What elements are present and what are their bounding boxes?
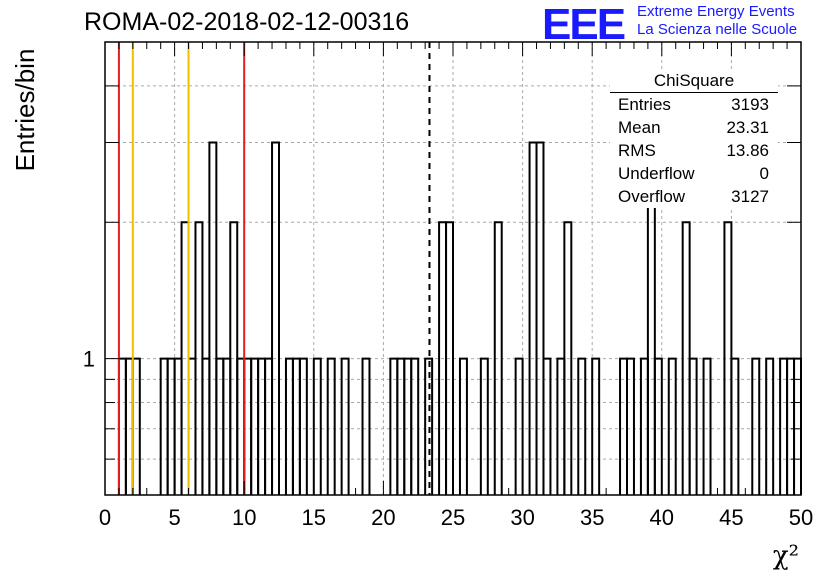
stats-value: 0 [759, 164, 769, 183]
histogram-bin [667, 357, 677, 495]
stats-row-entries: Entries 3193 [610, 93, 778, 116]
histogram-bin [528, 141, 538, 495]
x-tick-label: 50 [789, 505, 813, 530]
histogram-bin [730, 357, 740, 495]
stats-row-overflow: Overflow 3127 [610, 185, 778, 208]
histogram-bin [577, 357, 587, 495]
x-axis-label: χ² [773, 541, 799, 571]
y-tick-label: 1 [83, 347, 95, 372]
histogram-bin [751, 357, 761, 495]
histogram-bin [410, 357, 420, 495]
stats-box: ChiSquare Entries 3193 Mean 23.31 RMS 13… [610, 70, 778, 208]
histogram-bin [424, 357, 434, 495]
x-tick-label: 30 [510, 505, 534, 530]
eee-logo-subtitle: Extreme Energy Events La Scienza nelle S… [637, 3, 797, 39]
histogram-bin [535, 141, 545, 495]
stats-value: 13.86 [726, 141, 769, 160]
tick-labels: 0 5 10 15 20 25 30 35 40 45 50 1 [83, 347, 813, 530]
histogram-bin [312, 357, 322, 495]
stats-row-rms: RMS 13.86 [610, 139, 778, 162]
histogram-bin [765, 357, 775, 495]
x-tick-label: 25 [441, 505, 465, 530]
chart-title: ROMA-02-2018-02-12-00316 [84, 8, 410, 36]
x-tick-label: 40 [650, 505, 674, 530]
x-tick-label: 45 [719, 505, 743, 530]
stats-title: ChiSquare [610, 70, 778, 93]
x-tick-label: 15 [302, 505, 326, 530]
histogram-bin [542, 357, 552, 495]
histogram-bin [591, 357, 601, 495]
histogram-bin [563, 221, 573, 495]
stats-label: Entries [618, 95, 671, 114]
stats-value: 3193 [731, 95, 769, 114]
histogram-bin [271, 141, 280, 495]
eee-logo: EEE [542, 0, 626, 49]
marker-lines [117, 42, 431, 495]
histogram-bins [117, 84, 802, 495]
logo-line-1: Extreme Energy Events [637, 3, 795, 20]
histogram-bin [479, 357, 489, 495]
histogram-bin [702, 357, 712, 495]
stats-row-mean: Mean 23.31 [610, 116, 778, 139]
histogram-bin [208, 141, 218, 495]
histogram-bin [326, 357, 336, 495]
histogram-bin [653, 357, 663, 495]
x-tick-label: 5 [168, 505, 180, 530]
x-tick-label: 0 [99, 505, 111, 530]
histogram-bin [493, 221, 503, 495]
histogram-bin [514, 357, 524, 495]
logo-line-2: La Scienza nelle Scuole [637, 21, 798, 38]
x-tick-label: 35 [580, 505, 604, 530]
x-tick-label: 20 [371, 505, 395, 530]
y-axis-label: Entries/bin [10, 49, 40, 172]
histogram-bin [361, 357, 371, 495]
stats-label: Mean [618, 118, 661, 137]
stats-label: Overflow [618, 187, 686, 206]
stats-label: Underflow [618, 164, 695, 183]
stats-value: 23.31 [726, 118, 769, 137]
stats-label: RMS [618, 141, 656, 160]
histogram-bin [688, 357, 698, 495]
stats-row-underflow: Underflow 0 [610, 162, 778, 185]
histogram-bin [445, 221, 454, 495]
histogram-bin [458, 357, 468, 495]
histogram-bin [626, 357, 635, 495]
stats-value: 3127 [731, 187, 769, 206]
axes [104, 41, 802, 496]
histogram-bin [298, 357, 308, 495]
x-tick-label: 10 [232, 505, 256, 530]
histogram-bin [340, 357, 350, 495]
